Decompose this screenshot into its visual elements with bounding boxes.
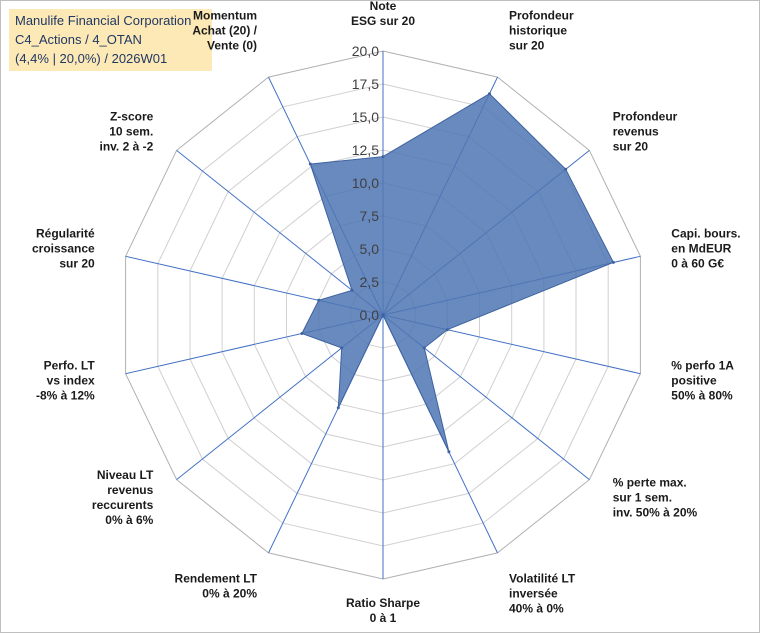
axis-label-4: % perfo 1A positive 50% à 80%: [671, 358, 734, 402]
radial-tick-label: 10,0: [352, 175, 379, 191]
axis-label-line: sur 20: [509, 38, 545, 52]
axis-label-line: Ratio Sharpe: [346, 596, 420, 610]
radar-series-area: [301, 93, 615, 453]
axis-label-line: Rendement LT: [175, 572, 258, 586]
radial-tick-label: 17,5: [352, 76, 379, 92]
axis-label-0: Note ESG sur 20: [351, 0, 415, 28]
axis-label-line: sur 20: [613, 139, 649, 153]
axis-label-line: 0% à 6%: [105, 513, 153, 527]
axis-label-line: inv. 2 à -2: [99, 139, 153, 153]
radar-point-12: [350, 288, 354, 292]
axis-label-line: % perte max.: [613, 476, 687, 490]
axis-label-12: Z-score 10 sem. inv. 2 à -2: [99, 109, 153, 153]
axis-label-line: Z-score: [110, 109, 154, 123]
radar-point-13: [308, 162, 312, 166]
radar-point-8: [336, 406, 340, 410]
chart-title-box: Manulife Financial Corporation C4_Action…: [9, 9, 212, 71]
radar-point-10: [300, 332, 304, 335]
axis-label-line: Niveau LT: [97, 468, 154, 482]
axis-label-line: Achat (20) /: [192, 23, 257, 37]
radial-tick-label: 15,0: [352, 109, 379, 125]
radial-tick-label: 7,5: [360, 208, 380, 224]
chart-title-line1: Manulife Financial Corporation: [15, 13, 192, 28]
axis-label-7: Ratio Sharpe 0 à 1: [346, 596, 420, 625]
radar-point-5: [422, 346, 426, 350]
radar-point-2: [564, 167, 568, 171]
radar-point-9: [340, 346, 344, 350]
radar-spoke-12: [176, 150, 384, 316]
chart-title-line2: C4_Actions / 4_OTAN: [15, 32, 142, 47]
axis-label-line: Profondeur: [509, 8, 574, 22]
axis-label-line: 0 à 1: [370, 611, 397, 625]
axis-label-line: 40% à 0%: [509, 602, 564, 616]
radial-tick-label: 2,5: [360, 274, 380, 290]
axis-label-line: Volatilité LT: [509, 572, 576, 586]
axis-label-line: inv. 50% à 20%: [613, 506, 698, 520]
axis-label-line: Capi. bours.: [671, 227, 740, 241]
radar-point-1: [488, 92, 491, 96]
axis-label-2: Profondeur revenus sur 20: [613, 109, 678, 153]
axis-label-9: Niveau LT revenus reccurents 0% à 6%: [92, 468, 154, 527]
axis-label-line: reccurents: [92, 498, 154, 512]
axis-label-line: % perfo 1A: [671, 358, 734, 372]
axis-label-1: Profondeur historique sur 20: [509, 8, 574, 52]
axis-label-13: Momentum Achat (20) / Vente (0): [192, 8, 257, 52]
axis-label-line: Perfo. LT: [44, 358, 96, 372]
axis-label-line: Note: [370, 0, 397, 13]
radial-tick-label: 12,5: [352, 142, 379, 158]
axis-label-line: Vente (0): [207, 38, 257, 52]
chart-title-line3: (4,4% | 20,0%) / 2026W01: [15, 51, 168, 66]
radar-point-4: [445, 328, 449, 332]
axis-label-6: Volatilité LT inversée 40% à 0%: [509, 572, 576, 616]
axis-label-line: revenus: [107, 483, 153, 497]
axis-label-line: ESG sur 20: [351, 14, 415, 28]
axis-label-line: revenus: [613, 124, 659, 138]
axis-label-8: Rendement LT 0% à 20%: [175, 572, 258, 601]
axis-label-line: 0% à 20%: [202, 587, 257, 601]
axis-label-line: Régularité: [36, 227, 95, 241]
radar-point-3: [611, 260, 615, 264]
radar-point-0: [381, 155, 385, 159]
radial-tick-label: 5,0: [360, 241, 380, 257]
axis-label-line: Momentum: [193, 8, 257, 22]
axis-label-line: inversée: [509, 587, 558, 601]
axis-label-line: -8% à 12%: [36, 388, 95, 402]
radial-tick-label: 20,0: [352, 43, 379, 59]
radial-tick-label: 0,0: [360, 307, 380, 323]
axis-label-line: en MdEUR: [671, 242, 731, 256]
axis-label-line: 10 sem.: [109, 124, 153, 138]
axis-label-line: 50% à 80%: [671, 388, 733, 402]
radar-point-11: [317, 298, 321, 302]
axis-label-10: Perfo. LT vs index -8% à 12%: [36, 358, 95, 402]
axis-label-line: Profondeur: [613, 109, 678, 123]
axis-label-11: Régularité croissance sur 20: [32, 227, 95, 271]
axis-label-line: sur 1 sem.: [613, 491, 672, 505]
axis-label-line: vs index: [47, 373, 95, 387]
axis-label-line: positive: [671, 373, 717, 387]
radar-point-7: [381, 313, 385, 317]
axis-label-3: Capi. bours. en MdEUR 0 à 60 G€: [671, 227, 740, 271]
axis-label-line: sur 20: [59, 257, 95, 271]
axis-label-5: % perte max. sur 1 sem. inv. 50% à 20%: [613, 476, 698, 520]
axis-label-line: historique: [509, 23, 567, 37]
radar-point-6: [447, 450, 451, 454]
axis-label-line: croissance: [32, 242, 95, 256]
axis-label-line: 0 à 60 G€: [671, 257, 724, 271]
